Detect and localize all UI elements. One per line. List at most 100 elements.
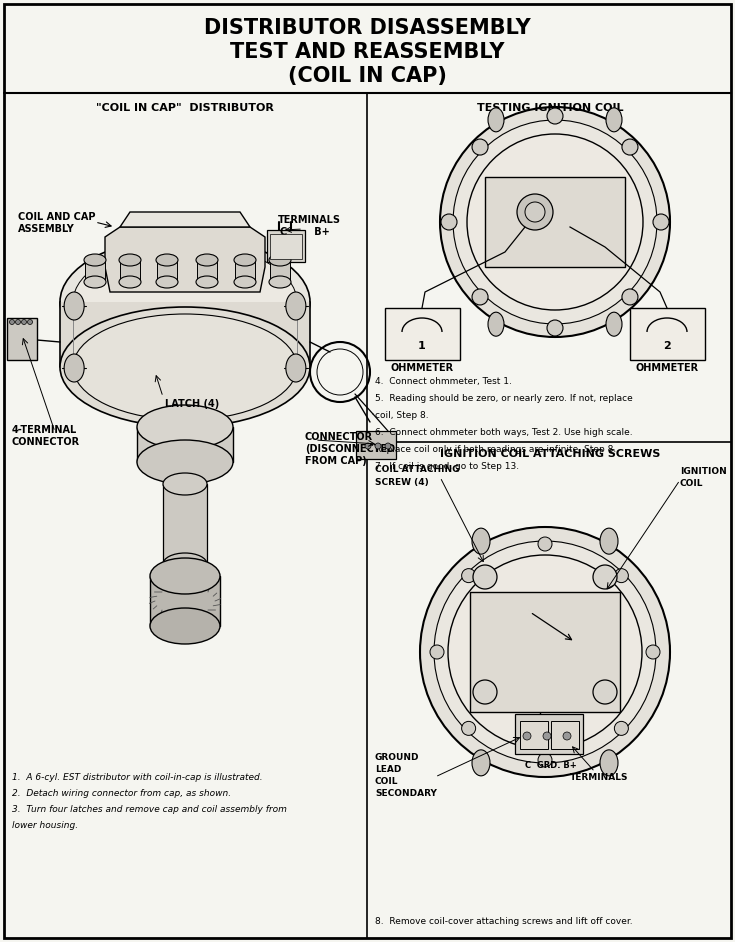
- Circle shape: [646, 645, 660, 659]
- Ellipse shape: [163, 553, 207, 575]
- Ellipse shape: [64, 354, 84, 382]
- Circle shape: [614, 722, 628, 736]
- Text: LEAD: LEAD: [375, 765, 401, 773]
- Ellipse shape: [196, 254, 218, 266]
- Ellipse shape: [269, 254, 291, 266]
- Ellipse shape: [119, 254, 141, 266]
- Text: TERMINALS: TERMINALS: [570, 773, 628, 783]
- Text: Replace coil only if both readings are infinite. Step 8.: Replace coil only if both readings are i…: [375, 445, 616, 454]
- Ellipse shape: [600, 528, 618, 554]
- Text: OHMMETER: OHMMETER: [636, 363, 698, 373]
- Text: 7.  If coil is good, go to Step 13.: 7. If coil is good, go to Step 13.: [375, 462, 519, 471]
- Ellipse shape: [488, 312, 504, 336]
- Text: TESTING IGNITION COIL: TESTING IGNITION COIL: [477, 103, 623, 113]
- Ellipse shape: [163, 473, 207, 495]
- Ellipse shape: [196, 276, 218, 288]
- Circle shape: [622, 139, 638, 155]
- Circle shape: [563, 732, 571, 740]
- Circle shape: [538, 753, 552, 767]
- Circle shape: [593, 565, 617, 589]
- Bar: [551, 721, 579, 749]
- Circle shape: [15, 319, 21, 324]
- Bar: [267, 230, 305, 262]
- Text: OHMMETER: OHMMETER: [390, 363, 453, 373]
- Text: ASSEMBLY: ASSEMBLY: [18, 224, 75, 234]
- Text: COIL: COIL: [375, 776, 398, 786]
- Polygon shape: [105, 227, 265, 292]
- Bar: [197, 260, 217, 282]
- Text: "COIL IN CAP"  DISTRIBUTOR: "COIL IN CAP" DISTRIBUTOR: [96, 103, 274, 113]
- Circle shape: [440, 107, 670, 337]
- Text: FROM CAP): FROM CAP): [305, 456, 367, 466]
- Text: 2.  Detach wiring connector from cap, as shown.: 2. Detach wiring connector from cap, as …: [12, 788, 231, 798]
- Bar: [137, 427, 233, 462]
- Text: C        B+: C B+: [280, 227, 330, 237]
- Circle shape: [462, 569, 476, 583]
- Circle shape: [448, 555, 642, 749]
- Ellipse shape: [606, 312, 622, 336]
- Circle shape: [21, 319, 26, 324]
- Text: CONNECTOR: CONNECTOR: [305, 432, 373, 442]
- Ellipse shape: [64, 292, 84, 320]
- Circle shape: [547, 320, 563, 336]
- Text: (DISCONNECTED: (DISCONNECTED: [305, 444, 395, 454]
- Polygon shape: [120, 212, 250, 227]
- Bar: [270, 260, 290, 282]
- Ellipse shape: [73, 314, 297, 420]
- Text: 4-TERMINAL: 4-TERMINAL: [12, 425, 77, 435]
- Circle shape: [462, 722, 476, 736]
- Circle shape: [543, 732, 551, 740]
- Ellipse shape: [286, 292, 306, 320]
- Circle shape: [622, 289, 638, 305]
- Ellipse shape: [150, 608, 220, 644]
- Bar: [150, 576, 220, 626]
- Ellipse shape: [150, 558, 220, 594]
- Circle shape: [385, 443, 391, 449]
- Text: 1.  A 6-cyl. EST distributor with coil-in-cap is illustrated.: 1. A 6-cyl. EST distributor with coil-in…: [12, 772, 262, 782]
- Circle shape: [430, 645, 444, 659]
- Circle shape: [472, 289, 488, 305]
- Text: 8.  Remove coil-cover attaching screws and lift off cover.: 8. Remove coil-cover attaching screws an…: [375, 918, 633, 927]
- Circle shape: [10, 319, 15, 324]
- Circle shape: [472, 139, 488, 155]
- Circle shape: [593, 680, 617, 704]
- Bar: [163, 484, 207, 564]
- Text: COIL ATTACHING: COIL ATTACHING: [375, 465, 459, 475]
- Text: CONNECTOR: CONNECTOR: [12, 437, 80, 447]
- Bar: [630, 308, 705, 360]
- Bar: [485, 177, 625, 267]
- Ellipse shape: [156, 254, 178, 266]
- Circle shape: [365, 443, 371, 449]
- Bar: [270, 234, 302, 259]
- Ellipse shape: [472, 750, 490, 776]
- Circle shape: [473, 565, 497, 589]
- Ellipse shape: [286, 354, 306, 382]
- Circle shape: [453, 120, 657, 324]
- Text: COIL: COIL: [680, 479, 703, 489]
- Text: IGNITION COIL ATTACHING SCREWS: IGNITION COIL ATTACHING SCREWS: [440, 449, 660, 459]
- Ellipse shape: [137, 440, 233, 484]
- Circle shape: [614, 569, 628, 583]
- Ellipse shape: [606, 107, 622, 132]
- Circle shape: [467, 134, 643, 310]
- Ellipse shape: [600, 750, 618, 776]
- Bar: [356, 431, 396, 459]
- Ellipse shape: [234, 254, 256, 266]
- Bar: [85, 260, 105, 282]
- Text: SECONDARY: SECONDARY: [375, 788, 437, 798]
- Text: COIL AND CAP: COIL AND CAP: [18, 212, 96, 222]
- Text: 6.  Connect ohmmeter both ways, Test 2. Use high scale.: 6. Connect ohmmeter both ways, Test 2. U…: [375, 428, 633, 437]
- Text: TEST AND REASSEMBLY: TEST AND REASSEMBLY: [230, 42, 505, 62]
- Bar: [520, 721, 548, 749]
- Ellipse shape: [84, 276, 106, 288]
- Bar: [235, 260, 255, 282]
- Circle shape: [434, 541, 656, 763]
- Text: SCREW (4): SCREW (4): [375, 478, 429, 486]
- Circle shape: [27, 319, 32, 324]
- Text: LATCH (4): LATCH (4): [165, 399, 219, 409]
- Text: (COIL IN CAP): (COIL IN CAP): [288, 66, 447, 86]
- Text: GROUND: GROUND: [375, 753, 420, 761]
- Circle shape: [473, 680, 497, 704]
- Text: lower housing.: lower housing.: [12, 820, 78, 830]
- Ellipse shape: [119, 276, 141, 288]
